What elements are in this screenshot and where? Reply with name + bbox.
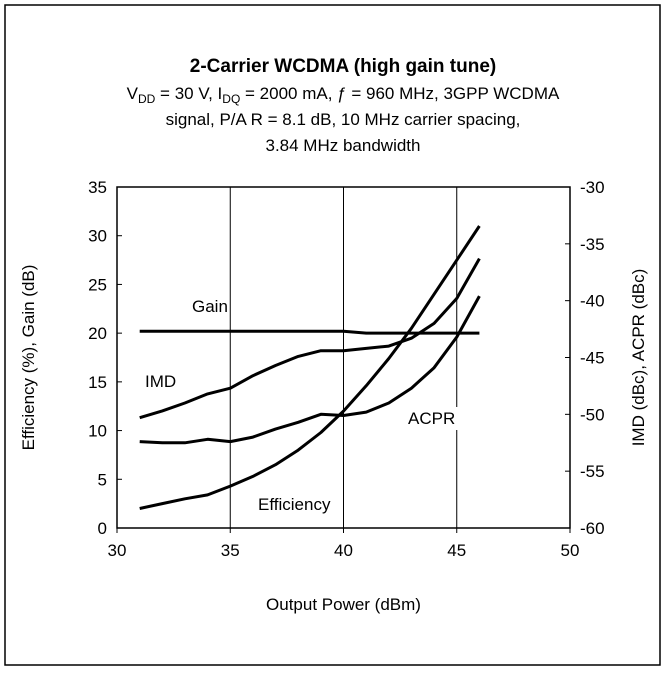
chart-title: 2-Carrier WCDMA (high gain tune) [190, 56, 496, 77]
subscript: DD [138, 92, 156, 106]
y-tick-label: 10 [88, 422, 107, 441]
label-background [400, 407, 464, 430]
x-axis-label: Output Power (dBm) [266, 595, 421, 614]
series-label: Gain [192, 297, 228, 316]
chart-subtitle: 3.84 MHz bandwidth [266, 136, 421, 155]
chart-subtitle: signal, P/A R = 8.1 dB, 10 MHz carrier s… [166, 110, 521, 129]
y-axis-label: Efficiency (%), Gain (dB) [19, 265, 38, 451]
subtitle-text: = 2000 mA, ƒ = 960 MHz, 3GPP WCDMA [240, 84, 560, 103]
frame [4, 4, 661, 666]
line-series [139, 225, 481, 510]
y-tick-label: 30 [88, 227, 107, 246]
line-series [139, 329, 480, 335]
x-tick-label: 30 [108, 541, 127, 560]
chart-subtitle: VDD = 30 V, IDQ = 2000 mA, ƒ = 960 MHz, … [127, 84, 560, 106]
subtitle-text: signal, P/A R = 8.1 dB, 10 MHz carrier s… [166, 110, 521, 129]
label-background [137, 370, 185, 393]
line-series [139, 295, 481, 445]
y2-tick-label: -45 [580, 349, 605, 368]
y2-tick-label: -30 [580, 178, 605, 197]
y2-axis-label: IMD (dBc), ACPR (dBc) [629, 269, 648, 447]
y-tick-label: 35 [88, 178, 107, 197]
series-label: IMD [145, 372, 176, 391]
series-label: Efficiency [258, 495, 331, 514]
y2-tick-label: -50 [580, 405, 605, 424]
y-tick-label: 20 [88, 324, 107, 343]
subtitle-text: 3.84 MHz bandwidth [266, 136, 421, 155]
line-series [139, 257, 481, 420]
y-tick-label: 15 [88, 373, 107, 392]
y2-tick-label: -35 [580, 235, 605, 254]
y-tick-label: 25 [88, 275, 107, 294]
subtitle-text: V [127, 84, 139, 103]
series-label: ACPR [408, 409, 455, 428]
subtitle-text: = 30 V, I [155, 84, 222, 103]
subscript: DQ [222, 92, 240, 106]
x-tick-label: 50 [561, 541, 580, 560]
label-background [250, 493, 339, 516]
y2-tick-label: -60 [580, 519, 605, 538]
x-tick-label: 40 [334, 541, 353, 560]
y2-tick-label: -40 [580, 292, 605, 311]
x-tick-label: 45 [447, 541, 466, 560]
y-tick-label: 0 [98, 519, 107, 538]
x-tick-label: 35 [221, 541, 240, 560]
y-tick-label: 5 [98, 470, 107, 489]
y2-tick-label: -55 [580, 462, 605, 481]
